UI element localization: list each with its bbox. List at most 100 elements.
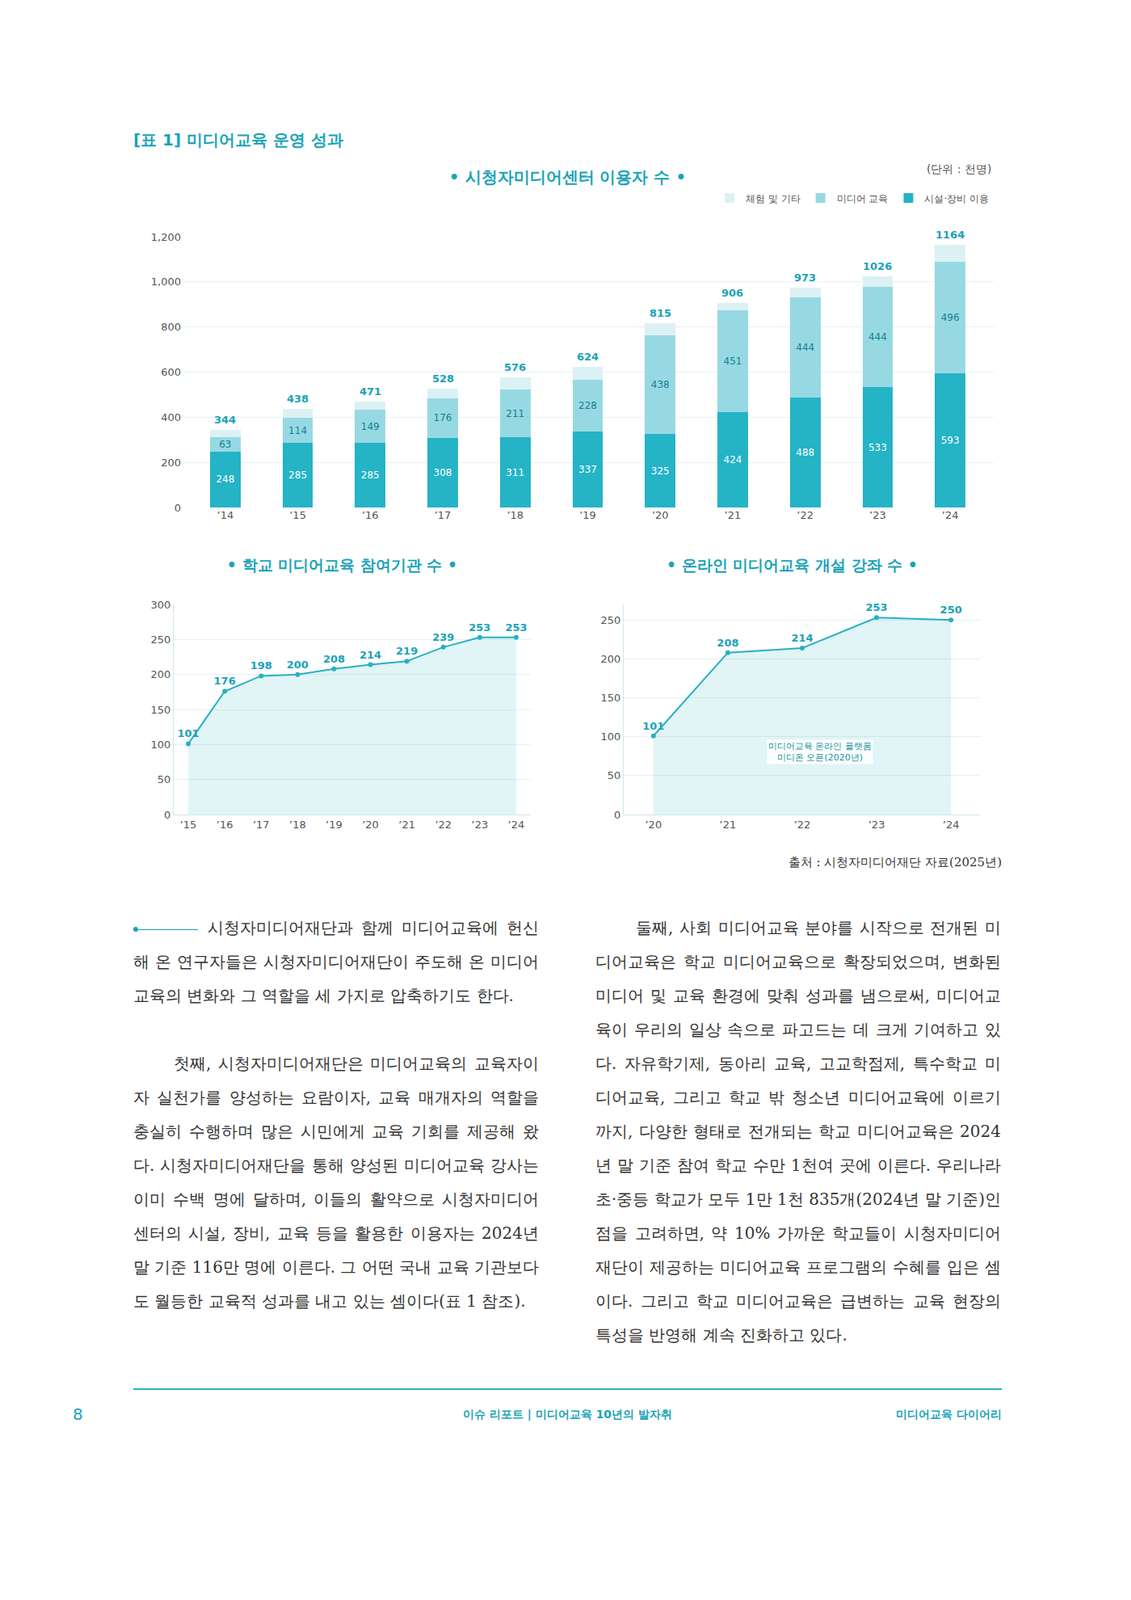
svg-text:253: 253 <box>504 621 527 634</box>
svg-text:176: 176 <box>433 412 453 424</box>
svg-text:0: 0 <box>613 808 621 821</box>
svg-text:’22: ’22 <box>434 818 452 831</box>
svg-text:’20: ’20 <box>361 818 379 831</box>
svg-text:337: 337 <box>578 463 598 476</box>
svg-text:’21: ’21 <box>398 818 416 831</box>
svg-text:219: 219 <box>395 644 418 657</box>
svg-text:1026: 1026 <box>862 260 892 273</box>
svg-text:50: 50 <box>157 773 172 786</box>
svg-text:250: 250 <box>601 613 622 627</box>
svg-text:’21: ’21 <box>719 818 737 831</box>
svg-text:미디어교육 온라인 플랫폼미디온 오픈(2020년): 미디어교육 온라인 플랫폼미디온 오픈(2020년) <box>768 740 872 763</box>
svg-text:208: 208 <box>716 636 739 649</box>
svg-text:150: 150 <box>601 691 622 704</box>
svg-text:63: 63 <box>218 438 232 450</box>
svg-text:533: 533 <box>868 441 888 454</box>
svg-text:’16: ’16 <box>216 818 234 831</box>
svg-text:285: 285 <box>361 469 380 481</box>
svg-text:’23: ’23 <box>869 508 887 522</box>
svg-text:211: 211 <box>505 407 525 420</box>
svg-text:’16: ’16 <box>361 508 379 522</box>
svg-text:’22: ’22 <box>794 818 812 831</box>
svg-text:’22: ’22 <box>796 508 814 522</box>
svg-text:’15: ’15 <box>180 818 198 831</box>
svg-text:’18: ’18 <box>506 508 524 522</box>
svg-text:’19: ’19 <box>579 508 597 522</box>
svg-text:800: 800 <box>160 320 181 333</box>
svg-text:101: 101 <box>642 719 665 732</box>
svg-text:444: 444 <box>868 331 888 343</box>
svg-text:미디어 교육: 미디어 교육 <box>836 193 889 205</box>
svg-text:’23: ’23 <box>471 818 489 831</box>
svg-text:50: 50 <box>607 769 622 782</box>
svg-text:’17: ’17 <box>252 818 270 831</box>
svg-text:’17: ’17 <box>434 508 452 522</box>
svg-text:’24: ’24 <box>508 818 526 831</box>
svg-text:1,200: 1,200 <box>151 231 181 244</box>
svg-text:1164: 1164 <box>935 228 965 241</box>
svg-text:248: 248 <box>215 473 235 485</box>
svg-text:973: 973 <box>794 271 816 284</box>
svg-text:488: 488 <box>795 446 815 459</box>
svg-text:• 학교 미디어교육 참여기관 수 •: • 학교 미디어교육 참여기관 수 • <box>227 555 458 574</box>
svg-text:100: 100 <box>601 730 622 743</box>
svg-text:311: 311 <box>505 466 525 479</box>
svg-text:’24: ’24 <box>942 818 960 831</box>
svg-text:176: 176 <box>214 674 236 687</box>
svg-text:444: 444 <box>795 341 815 354</box>
svg-text:400: 400 <box>160 411 181 424</box>
svg-text:344: 344 <box>214 413 236 426</box>
svg-text:200: 200 <box>601 652 622 665</box>
svg-text:100: 100 <box>151 738 172 751</box>
svg-text:253: 253 <box>468 621 491 634</box>
svg-text:906: 906 <box>721 286 744 299</box>
svg-text:149: 149 <box>361 420 380 433</box>
svg-text:325: 325 <box>651 465 670 477</box>
svg-text:214: 214 <box>790 631 813 644</box>
svg-text:200: 200 <box>151 668 172 681</box>
svg-text:424: 424 <box>723 454 743 466</box>
svg-text:’15: ’15 <box>289 508 307 522</box>
svg-text:101: 101 <box>176 727 199 740</box>
svg-text:300: 300 <box>151 598 172 611</box>
svg-text:250: 250 <box>940 603 963 616</box>
svg-text:200: 200 <box>160 456 181 469</box>
svg-text:150: 150 <box>151 703 172 716</box>
svg-text:208: 208 <box>323 652 345 665</box>
svg-text:0: 0 <box>163 808 171 821</box>
svg-text:250: 250 <box>151 633 172 646</box>
svg-text:’23: ’23 <box>868 818 886 831</box>
svg-text:600: 600 <box>160 365 181 379</box>
svg-text:’19: ’19 <box>325 818 343 831</box>
svg-text:198: 198 <box>250 659 273 672</box>
svg-text:576: 576 <box>504 361 526 374</box>
svg-text:200: 200 <box>286 658 309 671</box>
svg-text:’21: ’21 <box>724 508 742 522</box>
svg-text:’18: ’18 <box>289 818 307 831</box>
svg-text:593: 593 <box>941 434 960 446</box>
svg-text:624: 624 <box>576 350 599 363</box>
svg-text:• 온라인 미디어교육 개설 강좌 수 •: • 온라인 미디어교육 개설 강좌 수 • <box>666 555 918 574</box>
svg-text:’20: ’20 <box>644 818 662 831</box>
svg-text:451: 451 <box>723 355 743 367</box>
svg-text:239: 239 <box>432 630 455 644</box>
svg-text:체험 및 기타: 체험 및 기타 <box>745 193 801 205</box>
svg-text:228: 228 <box>578 399 598 412</box>
svg-text:시설·장비 이용: 시설·장비 이용 <box>924 193 989 205</box>
svg-text:’14: ’14 <box>216 508 234 522</box>
svg-text:308: 308 <box>433 466 453 479</box>
svg-text:• 시청자미디어센터 이용자 수 •: • 시청자미디어센터 이용자 수 • <box>449 167 686 187</box>
svg-text:’20: ’20 <box>651 508 669 522</box>
svg-text:214: 214 <box>359 648 382 661</box>
svg-text:471: 471 <box>359 385 382 398</box>
svg-text:1,000: 1,000 <box>151 275 181 288</box>
svg-text:114: 114 <box>288 424 307 437</box>
svg-text:438: 438 <box>286 392 309 405</box>
svg-text:(단위 : 천명): (단위 : 천명) <box>926 162 993 176</box>
svg-text:285: 285 <box>288 469 307 481</box>
svg-text:253: 253 <box>866 601 888 614</box>
svg-text:438: 438 <box>651 378 670 391</box>
svg-text:815: 815 <box>649 306 672 320</box>
svg-text:0: 0 <box>174 501 181 514</box>
svg-text:’24: ’24 <box>941 508 959 522</box>
